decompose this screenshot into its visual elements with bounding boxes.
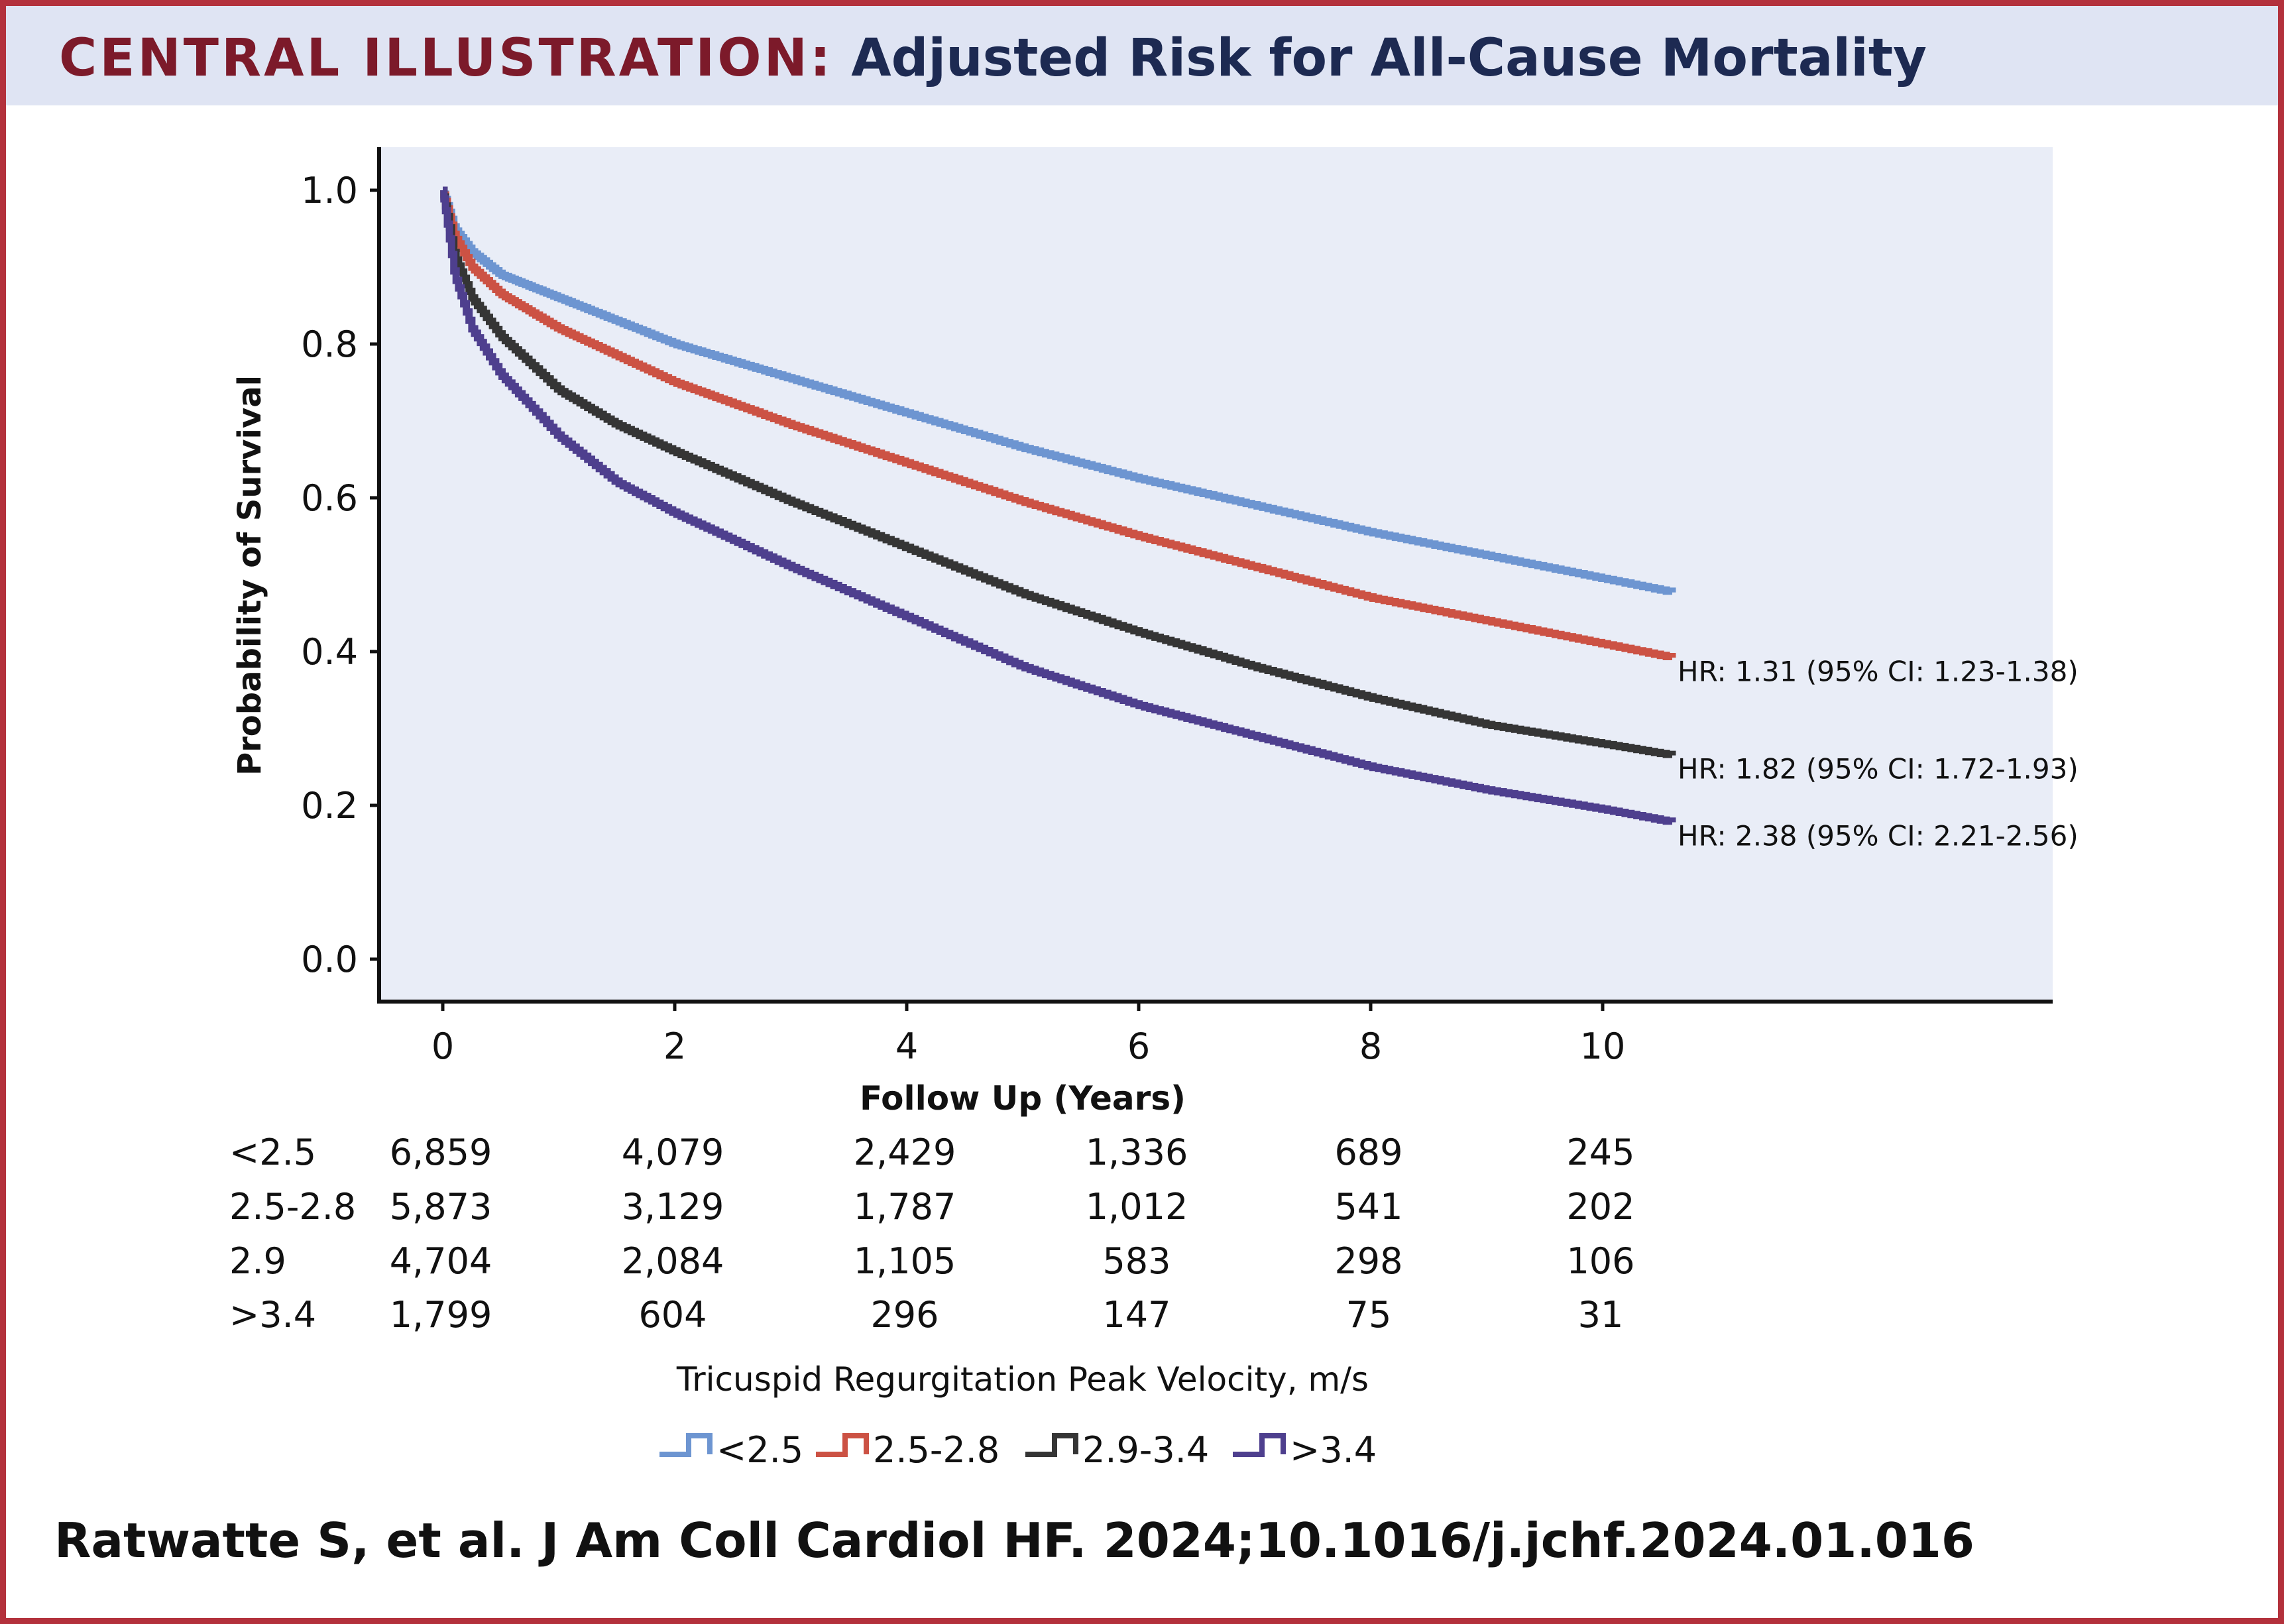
- risk-cell: 106: [1566, 1240, 1634, 1282]
- survival-curve-line: [440, 186, 1676, 595]
- legend-swatch-icon: [1233, 1433, 1286, 1457]
- risk-cell: 4,704: [390, 1240, 492, 1282]
- risk-cell: 202: [1566, 1186, 1634, 1228]
- y-axis-label: Probability of Survival: [231, 375, 268, 776]
- y-tick-label: 1.0: [301, 170, 358, 211]
- legend-swatch-icon: [816, 1433, 869, 1457]
- x-tick-label: 8: [1359, 1025, 1382, 1067]
- risk-table: <2.5 6,859 4,079 2,429 1,336 689 245 2.5-2.8 5,8…: [229, 1131, 1635, 1336]
- plot-background: [379, 147, 2053, 1002]
- header-text: CENTRAL ILLUSTRATION: Adjusted Risk for …: [59, 29, 1927, 88]
- x-tick-label: 2: [663, 1025, 686, 1067]
- x-tick-label: 6: [1127, 1025, 1150, 1067]
- y-tick-label: 0.4: [301, 631, 358, 673]
- risk-cell: 1,012: [1086, 1186, 1188, 1228]
- legend-label: 2.9-3.4: [1082, 1429, 1209, 1471]
- risk-cell: 1,105: [854, 1240, 956, 1282]
- x-tick-label: 4: [895, 1025, 918, 1067]
- x-ticks: 0 2 4 6 8 10: [431, 1002, 1626, 1067]
- x-tick-label: 0: [431, 1025, 454, 1067]
- legend-label: <2.5: [716, 1429, 803, 1471]
- risk-cell: 31: [1578, 1294, 1624, 1336]
- hr-annotation: HR: 1.82 (95% CI: 1.72-1.93): [1678, 753, 2079, 785]
- risk-row-label: 2.5-2.8: [229, 1186, 356, 1228]
- risk-row-label: 2.9: [229, 1240, 286, 1282]
- y-tick-label: 0.0: [301, 939, 358, 980]
- risk-cell: 296: [870, 1294, 939, 1336]
- risk-cell: 4,079: [622, 1131, 724, 1173]
- risk-table-title: Tricuspid Regurgitation Peak Velocity, m…: [676, 1360, 1369, 1399]
- hr-annotations: HR: 1.31 (95% CI: 1.23-1.38) HR: 1.82 (95…: [1678, 655, 2079, 852]
- legend: <2.5 2.5-2.8 2.9-3.4 >3.4: [659, 1429, 1377, 1471]
- risk-cell: 3,129: [622, 1186, 724, 1228]
- header-title: Adjusted Risk for All-Cause Mortality: [851, 29, 1927, 88]
- x-axis-label: Follow Up (Years): [860, 1079, 1186, 1118]
- x-tick-label: 10: [1580, 1025, 1626, 1067]
- risk-cell: 147: [1102, 1294, 1171, 1336]
- y-tick-label: 0.8: [301, 323, 358, 365]
- y-ticks: 0.0 0.2 0.4 0.6 0.8 1.0: [301, 170, 379, 980]
- legend-label: 2.5-2.8: [873, 1429, 999, 1471]
- survival-curves: [440, 186, 1676, 825]
- survival-curve-line: [440, 186, 1676, 758]
- risk-cell: 604: [638, 1294, 707, 1336]
- risk-cell: 583: [1102, 1240, 1171, 1282]
- risk-cell: 541: [1334, 1186, 1402, 1228]
- risk-cell: 5,873: [390, 1186, 492, 1228]
- hr-annotation: HR: 1.31 (95% CI: 1.23-1.38): [1678, 655, 2079, 687]
- risk-row-label: >3.4: [229, 1294, 316, 1336]
- risk-cell: 6,859: [390, 1131, 492, 1173]
- risk-cell: 1,336: [1086, 1131, 1188, 1173]
- citation: Ratwatte S, et al. J Am Coll Cardiol HF.…: [54, 1513, 1974, 1568]
- risk-row-label: <2.5: [229, 1131, 316, 1173]
- survival-curve-line: [440, 186, 1676, 660]
- legend-swatch-icon: [659, 1433, 713, 1457]
- legend-swatch-icon: [1025, 1433, 1078, 1457]
- y-tick-label: 0.2: [301, 785, 358, 827]
- risk-cell: 1,787: [854, 1186, 956, 1228]
- risk-cell: 75: [1346, 1294, 1392, 1336]
- legend-label: >3.4: [1290, 1429, 1377, 1471]
- survival-curve-line: [440, 186, 1676, 825]
- y-tick-label: 0.6: [301, 477, 358, 519]
- risk-cell: 689: [1334, 1131, 1402, 1173]
- risk-cell: 2,084: [622, 1240, 724, 1282]
- risk-cell: 245: [1566, 1131, 1634, 1173]
- hr-annotation: HR: 2.38 (95% CI: 2.21-2.56): [1678, 820, 2079, 852]
- header-bar: CENTRAL ILLUSTRATION: Adjusted Risk for …: [6, 6, 2278, 105]
- header-label: CENTRAL ILLUSTRATION:: [59, 29, 834, 88]
- risk-cell: 1,799: [390, 1294, 492, 1336]
- risk-cell: 298: [1334, 1240, 1402, 1282]
- risk-cell: 2,429: [854, 1131, 956, 1173]
